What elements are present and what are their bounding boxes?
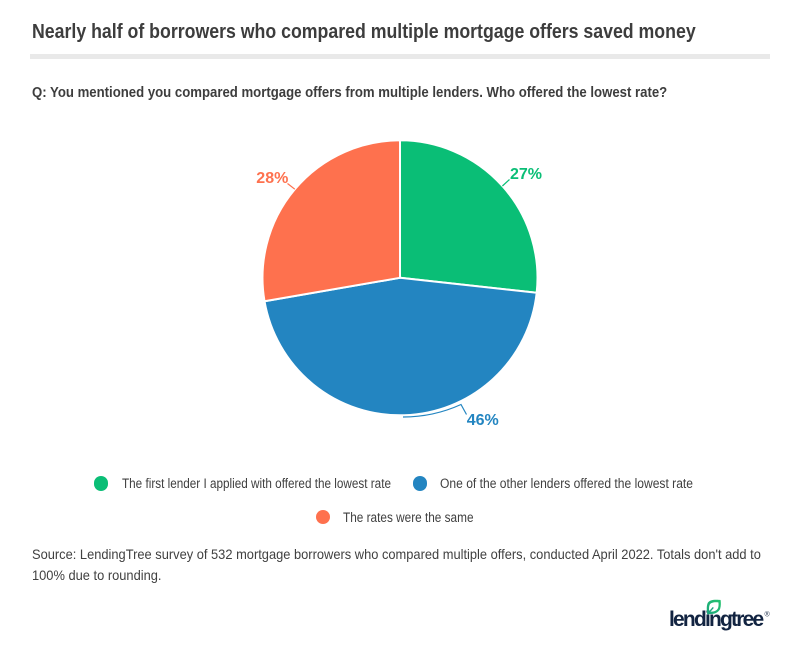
svg-text:®: ® bbox=[765, 611, 771, 619]
svg-text:lendingtree: lendingtree bbox=[669, 608, 764, 631]
svg-text:46%: 46% bbox=[467, 412, 499, 429]
svg-text:27%: 27% bbox=[510, 166, 542, 183]
svg-text:28%: 28% bbox=[256, 170, 288, 187]
